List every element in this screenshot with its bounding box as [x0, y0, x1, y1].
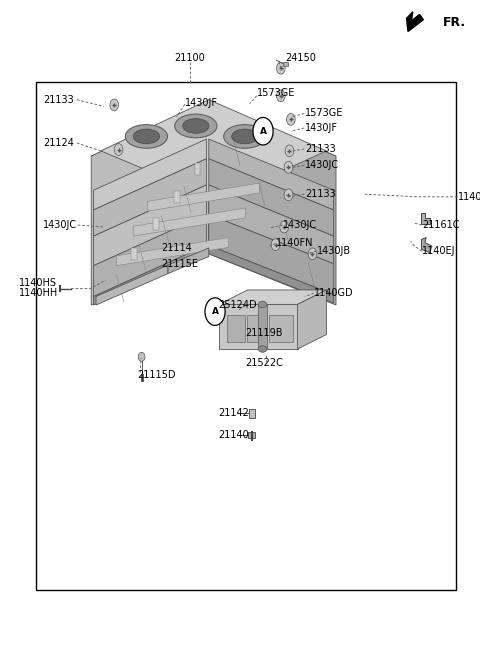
Polygon shape: [407, 12, 423, 31]
Polygon shape: [131, 248, 137, 260]
Polygon shape: [168, 248, 209, 274]
Text: 21133: 21133: [305, 144, 336, 154]
Polygon shape: [94, 185, 206, 266]
Text: 1140GD: 1140GD: [314, 288, 354, 298]
Ellipse shape: [133, 129, 159, 144]
Text: 1573GE: 1573GE: [257, 88, 295, 98]
Text: FR.: FR.: [443, 16, 466, 30]
Polygon shape: [249, 409, 255, 418]
Circle shape: [284, 161, 293, 173]
Polygon shape: [421, 213, 430, 224]
Circle shape: [284, 189, 293, 201]
Text: 21133: 21133: [305, 189, 336, 199]
Text: 21114: 21114: [161, 243, 192, 253]
Polygon shape: [94, 215, 206, 297]
Ellipse shape: [258, 301, 267, 308]
Polygon shape: [269, 315, 293, 342]
Text: 1140HK: 1140HK: [458, 192, 480, 202]
Polygon shape: [153, 218, 159, 230]
Text: 1140HS: 1140HS: [19, 278, 57, 289]
Polygon shape: [91, 102, 209, 305]
Text: 21142: 21142: [218, 408, 249, 419]
Polygon shape: [116, 237, 228, 266]
Text: 25124D: 25124D: [218, 300, 257, 310]
Polygon shape: [94, 159, 206, 236]
Text: 21161C: 21161C: [422, 220, 460, 230]
Text: 1430JF: 1430JF: [185, 98, 218, 108]
Polygon shape: [209, 245, 334, 303]
Text: 1430JB: 1430JB: [317, 246, 351, 256]
Text: 24150: 24150: [286, 52, 316, 63]
Polygon shape: [94, 139, 206, 210]
Polygon shape: [101, 100, 326, 200]
Text: 21100: 21100: [174, 52, 205, 63]
Text: 1430JC: 1430JC: [43, 220, 77, 230]
Circle shape: [138, 352, 145, 361]
Polygon shape: [174, 191, 180, 203]
Text: 1140FN: 1140FN: [276, 237, 313, 248]
Text: 21522C: 21522C: [245, 358, 283, 368]
Bar: [283, 62, 288, 66]
Circle shape: [114, 144, 123, 155]
Circle shape: [205, 298, 225, 325]
Bar: [36, 82, 456, 590]
Ellipse shape: [183, 119, 209, 133]
Polygon shape: [219, 304, 298, 349]
Circle shape: [110, 99, 119, 111]
Circle shape: [271, 239, 280, 251]
Polygon shape: [219, 290, 326, 304]
Polygon shape: [258, 304, 267, 349]
Polygon shape: [96, 265, 168, 305]
Polygon shape: [94, 245, 206, 305]
Polygon shape: [227, 315, 245, 342]
Bar: [248, 432, 255, 438]
Text: 21115E: 21115E: [161, 258, 198, 269]
Ellipse shape: [224, 125, 266, 148]
Polygon shape: [209, 185, 334, 264]
Circle shape: [276, 62, 285, 74]
Polygon shape: [209, 159, 334, 236]
Text: 1140EJ: 1140EJ: [422, 246, 456, 256]
Polygon shape: [209, 102, 336, 305]
Polygon shape: [91, 102, 336, 209]
Polygon shape: [247, 315, 266, 342]
Text: 1140HH: 1140HH: [19, 288, 59, 298]
Circle shape: [276, 90, 285, 102]
Ellipse shape: [175, 114, 217, 138]
Ellipse shape: [125, 125, 168, 148]
Circle shape: [280, 221, 288, 233]
Circle shape: [253, 117, 273, 145]
Ellipse shape: [258, 346, 267, 352]
Text: 21124: 21124: [44, 138, 74, 148]
Text: A: A: [260, 127, 266, 136]
Ellipse shape: [232, 129, 258, 144]
Polygon shape: [194, 163, 200, 175]
Circle shape: [308, 248, 317, 260]
Text: A: A: [212, 307, 218, 316]
Polygon shape: [209, 139, 334, 210]
Text: 21133: 21133: [44, 94, 74, 105]
Text: 1573GE: 1573GE: [305, 108, 343, 119]
Text: 21119B: 21119B: [245, 327, 282, 338]
Polygon shape: [209, 215, 334, 295]
Polygon shape: [298, 290, 326, 349]
Circle shape: [285, 145, 294, 157]
Text: 21140: 21140: [218, 430, 249, 440]
Polygon shape: [421, 237, 432, 253]
Polygon shape: [133, 208, 245, 236]
Text: 1430JF: 1430JF: [305, 123, 338, 133]
Polygon shape: [147, 183, 260, 211]
Text: 21115D: 21115D: [137, 370, 175, 380]
Text: 1430JC: 1430JC: [283, 220, 317, 230]
Text: 1430JC: 1430JC: [305, 160, 339, 171]
Circle shape: [287, 113, 295, 125]
